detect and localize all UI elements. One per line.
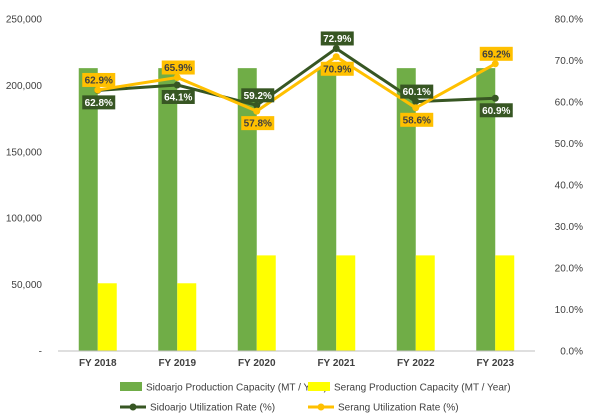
serang-utilization-label-box bbox=[320, 61, 354, 76]
right-tick-label: 60.0% bbox=[555, 98, 583, 109]
sidoarjo-utilization-label-box bbox=[161, 89, 195, 104]
right-tick-label: 30.0% bbox=[555, 222, 583, 233]
category-label: FY 2019 bbox=[158, 358, 196, 369]
serang-utilization-label-box bbox=[479, 46, 513, 61]
sidoarjo-capacity-bar bbox=[78, 68, 98, 352]
sidoarjo-capacity-bar bbox=[237, 68, 257, 352]
right-tick-label: 70.0% bbox=[555, 56, 583, 67]
left-tick-label: 200,000 bbox=[6, 81, 43, 92]
serang-capacity-bar bbox=[336, 255, 356, 351]
legend-marker-serang-utilization bbox=[317, 403, 325, 411]
sidoarjo-utilization-point bbox=[332, 44, 340, 52]
serang-utilization-label: 57.8% bbox=[244, 119, 272, 130]
serang-utilization-label-box bbox=[82, 72, 116, 87]
left-axis: - 50,000 100,000 150,000 200,000 250,000 bbox=[6, 15, 43, 358]
legend: Sidoarjo Production Capacity (MT / Year)… bbox=[120, 382, 511, 414]
category-label: FY 2020 bbox=[238, 358, 276, 369]
serang-capacity-bar bbox=[495, 255, 515, 351]
sidoarjo-capacity-bar bbox=[317, 68, 337, 352]
right-tick-label: 80.0% bbox=[555, 15, 583, 26]
category-label: FY 2021 bbox=[317, 358, 355, 369]
data-labels: 62.8% 62.9% 64.1% 65.9% 59.2% 57.8% 72.9% 70.9%… bbox=[82, 31, 513, 131]
left-tick-label: - bbox=[39, 347, 42, 358]
category-label: FY 2018 bbox=[79, 358, 117, 369]
sidoarjo-utilization-point bbox=[173, 81, 181, 89]
serang-utilization-label: 62.9% bbox=[85, 76, 113, 87]
serang-utilization-point bbox=[173, 74, 181, 82]
sidoarjo-utilization-label: 62.8% bbox=[85, 98, 113, 109]
legend-marker-sidoarjo-utilization bbox=[129, 403, 137, 411]
serang-utilization-line bbox=[97, 55, 496, 113]
sidoarjo-utilization-point bbox=[253, 101, 261, 109]
left-tick-label: 100,000 bbox=[6, 214, 43, 225]
category-label: FY 2022 bbox=[397, 358, 435, 369]
right-tick-label: 40.0% bbox=[555, 181, 583, 192]
serang-capacity-bar bbox=[97, 283, 117, 351]
legend-label-sidoarjo-utilization: Sidoarjo Utilization Rate (%) bbox=[150, 403, 275, 414]
legend-swatch-sidoarjo-capacity bbox=[120, 382, 142, 391]
serang-utilization-point bbox=[94, 86, 102, 94]
serang-utilization-point bbox=[332, 53, 340, 61]
serang-capacity-bar bbox=[177, 283, 197, 351]
serang-utilization-label-box bbox=[400, 112, 434, 127]
legend-label-serang-utilization: Serang Utilization Rate (%) bbox=[338, 403, 459, 414]
sidoarjo-capacity-bar bbox=[396, 68, 416, 352]
sidoarjo-utilization-label: 60.1% bbox=[403, 87, 431, 98]
sidoarjo-utilization-point bbox=[412, 98, 420, 106]
sidoarjo-utilization-label-box bbox=[320, 31, 354, 46]
sidoarjo-utilization-label-box bbox=[479, 103, 513, 118]
utilization-lines bbox=[94, 44, 499, 115]
serang-capacity-bar bbox=[256, 255, 276, 351]
serang-utilization-label-box bbox=[241, 116, 275, 131]
sidoarjo-utilization-label-box bbox=[82, 95, 116, 110]
sidoarjo-capacity-bar bbox=[476, 68, 496, 352]
serang-utilization-label: 70.9% bbox=[323, 64, 351, 75]
serang-utilization-point bbox=[253, 107, 261, 115]
right-tick-label: 10.0% bbox=[555, 305, 583, 316]
right-tick-label: 0.0% bbox=[560, 347, 583, 358]
left-tick-label: 150,000 bbox=[6, 147, 43, 158]
serang-utilization-label: 58.6% bbox=[403, 115, 431, 126]
legend-swatch-serang-capacity bbox=[308, 382, 330, 391]
sidoarjo-capacity-bar bbox=[158, 68, 178, 352]
legend-label-sidoarjo-capacity: Sidoarjo Production Capacity (MT / Year) bbox=[146, 383, 327, 394]
serang-utilization-point bbox=[491, 60, 499, 68]
right-axis: 0.0% 10.0% 20.0% 30.0% 40.0% 50.0% 60.0% 70.0% 8… bbox=[555, 15, 583, 358]
sidoarjo-utilization-label-box bbox=[241, 88, 275, 103]
sidoarjo-utilization-label: 64.1% bbox=[164, 93, 192, 104]
sidoarjo-utilization-label: 59.2% bbox=[244, 91, 272, 102]
left-tick-label: 50,000 bbox=[11, 280, 42, 291]
sidoarjo-utilization-label: 60.9% bbox=[482, 106, 510, 117]
category-labels: FY 2018 FY 2019 FY 2020 FY 2021 FY 2022 FY 20… bbox=[79, 358, 515, 369]
sidoarjo-utilization-label: 72.9% bbox=[323, 34, 351, 45]
legend-label-serang-capacity: Serang Production Capacity (MT / Year) bbox=[334, 383, 511, 394]
serang-utilization-point bbox=[412, 104, 420, 112]
category-label: FY 2023 bbox=[476, 358, 514, 369]
serang-utilization-label-box bbox=[161, 60, 195, 75]
serang-capacity-bar bbox=[415, 255, 435, 351]
sidoarjo-utilization-label-box bbox=[400, 84, 434, 99]
serang-utilization-label: 69.2% bbox=[482, 49, 510, 60]
bars bbox=[78, 68, 515, 352]
sidoarjo-utilization-point bbox=[491, 94, 499, 102]
left-tick-label: 250,000 bbox=[6, 15, 43, 26]
right-tick-label: 20.0% bbox=[555, 264, 583, 275]
right-tick-label: 50.0% bbox=[555, 139, 583, 150]
serang-utilization-label: 65.9% bbox=[164, 63, 192, 74]
